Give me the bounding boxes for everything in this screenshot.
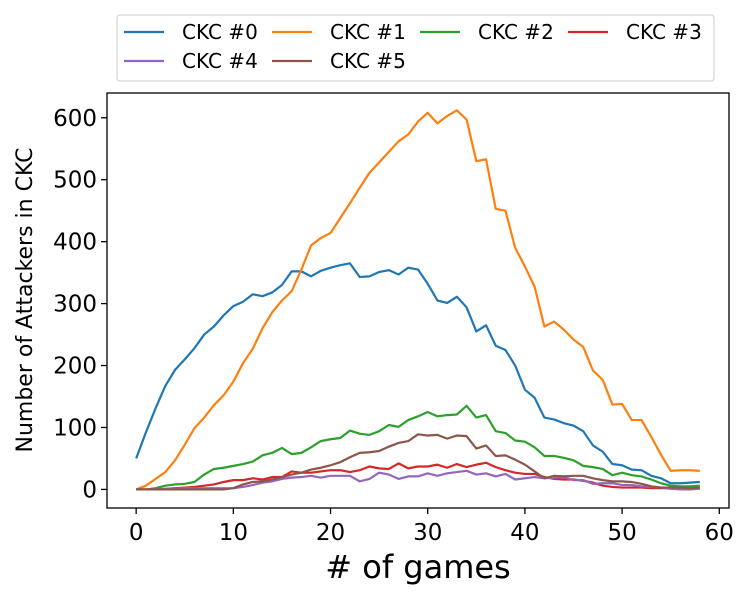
x-tick-label: 0 (129, 520, 144, 546)
x-axis-label: # of games (325, 548, 510, 586)
x-tick-label: 60 (705, 520, 734, 546)
series-line-ckc-5 (136, 433, 700, 491)
legend: CKC #0 CKC #1 CKC #2 CKC #3 CKC #4 CKC #5 (116, 14, 715, 82)
x-tick-label: 30 (413, 520, 442, 546)
x-tick-label: 10 (219, 520, 248, 546)
y-axis-label: Number of Attackers in CKC (13, 147, 38, 452)
legend-label: CKC #3 (626, 20, 702, 44)
y-tick-label: 100 (53, 415, 97, 441)
y-tick-label: 0 (82, 477, 97, 503)
series-line-ckc-0 (135, 262, 700, 485)
y-tick-label: 400 (53, 230, 97, 256)
plot-frame (106, 92, 730, 509)
series-line-ckc-1 (135, 109, 700, 491)
legend-label: CKC #4 (182, 49, 258, 73)
y-tick-label: 200 (53, 354, 97, 380)
x-tick-label: 50 (607, 520, 636, 546)
series-layer (135, 109, 700, 491)
series-line-ckc-3 (136, 461, 700, 491)
y-tick-label: 600 (53, 106, 97, 132)
y-axis: 0 100 200 300 400 500 600 (53, 106, 107, 503)
series-line-ckc-2 (136, 404, 700, 491)
y-tick-label: 300 (53, 292, 97, 318)
x-tick-label: 40 (510, 520, 539, 546)
legend-label: CKC #5 (330, 49, 406, 73)
legend-label: CKC #1 (330, 20, 406, 44)
x-axis: 0 10 20 30 40 50 60 (129, 508, 734, 546)
x-tick-label: 20 (316, 520, 345, 546)
legend-frame (116, 14, 715, 82)
legend-label: CKC #0 (182, 20, 258, 44)
y-tick-label: 500 (53, 168, 97, 194)
legend-label: CKC #2 (478, 20, 554, 44)
